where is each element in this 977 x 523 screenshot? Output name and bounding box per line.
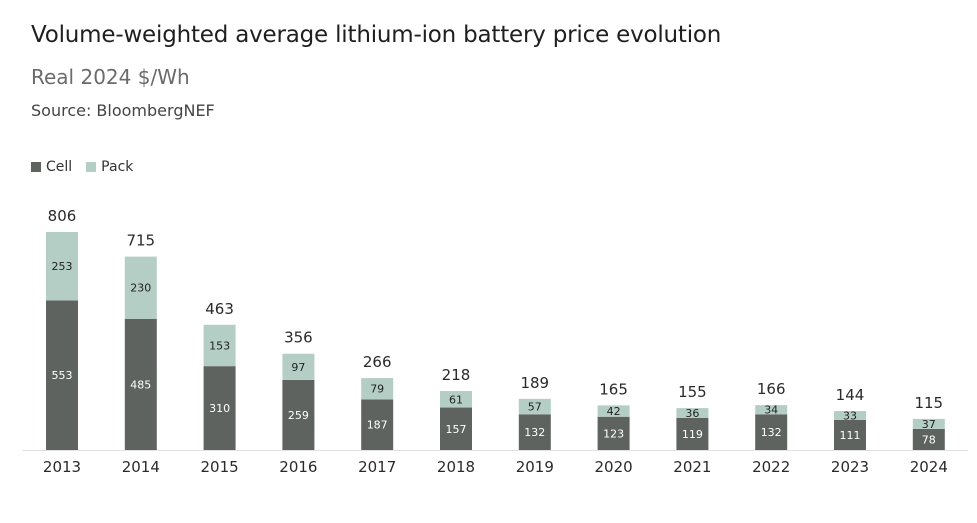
bar-cell-2021 [676, 417, 709, 450]
x-tick-label-2015: 2015 [201, 458, 239, 476]
data-label-pack-2017: 79 [370, 383, 384, 396]
bar-pack-2017 [361, 378, 394, 400]
data-label-cell-2021: 119 [682, 428, 703, 441]
bar-pack-2023 [834, 411, 866, 420]
total-label-2015: 463 [205, 300, 234, 318]
bar-cell-2022 [755, 414, 788, 450]
legend: Cell Pack [31, 159, 147, 175]
bar-pack-2015 [203, 324, 236, 367]
chart-source: Source: BloombergNEF [31, 101, 215, 120]
bar-cell-2013 [46, 300, 78, 450]
data-label-pack-2014: 230 [130, 282, 151, 295]
data-label-cell-2015: 310 [209, 402, 230, 415]
x-tick-label-2013: 2013 [43, 458, 81, 476]
x-tick-label-2022: 2022 [752, 458, 790, 476]
bar-cell-2023 [834, 419, 866, 450]
x-tick-label-2019: 2019 [516, 458, 554, 476]
bar-cell-2015 [203, 366, 236, 450]
bar-pack-2021 [676, 408, 709, 418]
data-label-pack-2018: 61 [449, 393, 463, 406]
total-label-2024: 115 [914, 394, 943, 412]
data-label-pack-2022: 34 [764, 404, 778, 417]
total-label-2021: 155 [678, 383, 707, 401]
total-label-2016: 356 [284, 329, 313, 347]
data-label-cell-2014: 485 [130, 378, 151, 391]
total-label-2023: 144 [836, 386, 865, 404]
data-label-pack-2023: 33 [843, 410, 857, 423]
x-tick-label-2016: 2016 [279, 458, 317, 476]
total-label-2014: 715 [126, 232, 155, 250]
bar-cell-2019 [518, 414, 551, 450]
total-label-2017: 266 [363, 353, 392, 371]
x-tick-label-2018: 2018 [437, 458, 475, 476]
data-label-pack-2020: 42 [607, 405, 621, 418]
bar-pack-2019 [518, 398, 551, 415]
total-label-2019: 189 [520, 374, 549, 392]
legend-label-pack: Pack [101, 159, 134, 175]
bar-cell-2020 [597, 416, 630, 450]
bar-pack-2016 [282, 353, 315, 380]
data-label-cell-2018: 157 [446, 423, 467, 436]
data-label-cell-2022: 132 [761, 426, 782, 439]
data-label-pack-2019: 57 [528, 401, 542, 414]
data-label-pack-2021: 36 [685, 407, 699, 420]
data-label-cell-2019: 132 [524, 426, 545, 439]
total-label-2013: 806 [48, 207, 77, 225]
legend-item-cell: Cell [31, 159, 72, 175]
legend-swatch-cell [31, 162, 41, 172]
x-tick-label-2014: 2014 [122, 458, 160, 476]
chart-subtitle: Real 2024 $/Wh [31, 65, 190, 89]
data-label-cell-2024: 78 [922, 433, 936, 446]
total-label-2022: 166 [757, 380, 786, 398]
x-tick-label-2020: 2020 [595, 458, 633, 476]
x-tick-label-2017: 2017 [358, 458, 396, 476]
bar-pack-2018 [440, 391, 472, 408]
bar-cell-2014 [124, 318, 157, 450]
total-label-2018: 218 [442, 366, 471, 384]
legend-label-cell: Cell [46, 159, 73, 175]
x-tick-label-2023: 2023 [831, 458, 869, 476]
total-label-2020: 165 [599, 380, 628, 398]
legend-item-pack: Pack [86, 159, 133, 175]
bar-pack-2022 [755, 405, 788, 415]
x-tick-label-2021: 2021 [673, 458, 711, 476]
data-label-pack-2016: 97 [291, 361, 305, 374]
bar-pack-2024 [912, 418, 945, 429]
bar-pack-2013 [46, 232, 78, 301]
data-label-pack-2013: 253 [52, 260, 73, 273]
data-label-cell-2020: 123 [603, 427, 624, 440]
data-label-cell-2016: 259 [288, 409, 309, 422]
bar-cell-2018 [440, 407, 472, 450]
bar-cell-2016 [282, 379, 315, 450]
data-label-cell-2023: 111 [840, 429, 861, 442]
data-label-pack-2015: 153 [209, 339, 230, 352]
data-label-cell-2013: 553 [52, 369, 73, 382]
x-tick-label-2024: 2024 [910, 458, 948, 476]
data-label-pack-2024: 37 [922, 418, 936, 431]
bar-pack-2020 [597, 405, 630, 417]
data-label-cell-2017: 187 [367, 419, 388, 432]
bar-pack-2014 [124, 256, 157, 319]
bar-cell-2017 [361, 399, 394, 450]
chart-title: Volume-weighted average lithium-ion batt… [31, 22, 722, 48]
legend-swatch-pack [86, 162, 97, 172]
bar-cell-2024 [912, 428, 945, 450]
